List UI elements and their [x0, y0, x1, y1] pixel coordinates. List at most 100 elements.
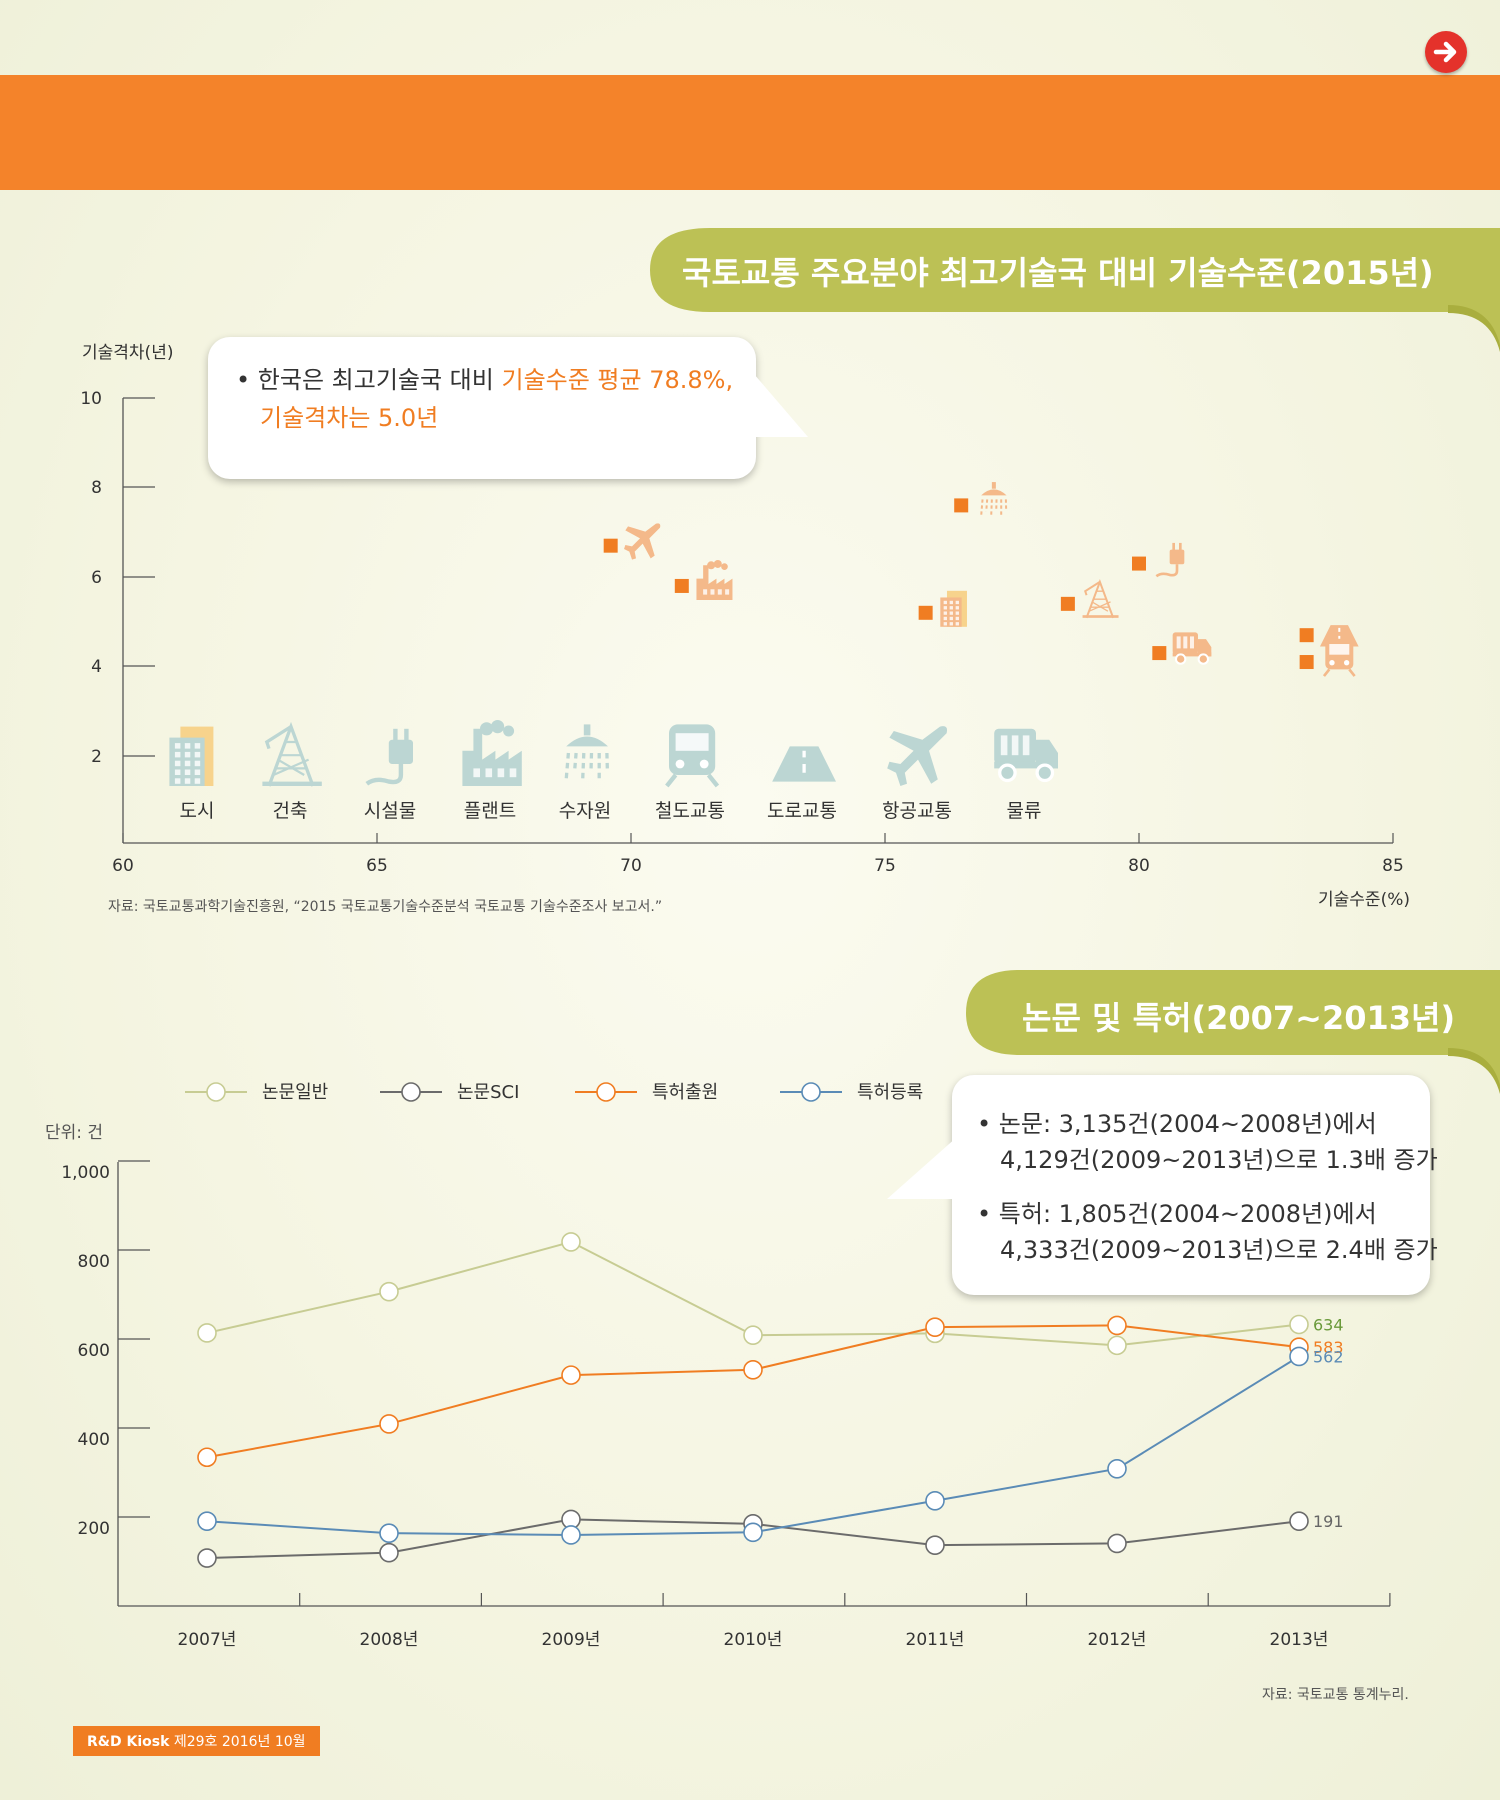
point-marker	[1060, 596, 1075, 611]
x-tick-label: 65	[366, 856, 388, 876]
callout-line1: • 한국은 최고기술국 대비 기술수준 평균 78.8%,	[236, 361, 733, 399]
train-icon	[665, 724, 720, 788]
series-point	[561, 1365, 581, 1385]
footer-brand: R&D Kiosk	[87, 1734, 170, 1750]
series-point	[1289, 1511, 1309, 1531]
chart1-callout: • 한국은 최고기술국 대비 기술수준 평균 78.8%, 기술격차는 5.0년	[208, 337, 808, 479]
series-point	[743, 1325, 763, 1345]
legend-item: 특허출원	[575, 1082, 718, 1103]
legend-label: 특허출원	[652, 1082, 718, 1103]
chart2-title-tab	[966, 970, 1500, 1090]
callout-pointer	[887, 1137, 957, 1199]
axes: 200 400 600 800 1,000 2007년 2008년 2009년 2010년 201…	[61, 1160, 1391, 1650]
series-point	[197, 1511, 217, 1531]
series: 583	[197, 1315, 1344, 1468]
series-line	[206, 1324, 1300, 1459]
series-point	[197, 1447, 217, 1468]
airplane-icon	[624, 523, 661, 560]
x-tick-label: 60	[112, 856, 134, 876]
callout-line3: • 특허: 1,805건(2004~2008년)에서	[977, 1200, 1377, 1228]
chart2-source: 자료: 국토교통 통계누리.	[1262, 1687, 1409, 1703]
series-point	[1289, 1314, 1309, 1335]
x-axis-label: 기술수준(%)	[1318, 890, 1410, 910]
series-point	[925, 1535, 945, 1555]
legend-item: 건축	[262, 721, 322, 822]
header-band	[0, 75, 1500, 190]
legend-item: 특허등록	[780, 1082, 923, 1103]
end-value-label: 562	[1313, 1347, 1344, 1366]
x-tick-label: 2010년	[724, 1630, 783, 1650]
legend-item: 수자원	[559, 724, 611, 822]
x-tick-label: 70	[620, 856, 642, 876]
legend-label: 도로교통	[767, 800, 837, 822]
series-point	[561, 1232, 581, 1252]
x-tick-label: 75	[874, 856, 896, 876]
legend-item: 물류	[994, 728, 1058, 822]
point-marker	[954, 498, 969, 513]
legend-item: 철도교통	[655, 724, 725, 822]
point-marker	[1132, 556, 1146, 571]
end-value-label: 583	[1313, 1338, 1344, 1357]
factory-icon	[696, 559, 733, 600]
series-line	[206, 1355, 1300, 1536]
chart1-title: 국토교통 주요분야 최고기술국 대비 기술수준(2015년)	[682, 254, 1434, 292]
footer-issue: 제29호 2016년 10월	[169, 1734, 306, 1750]
y-tick-label: 8	[91, 478, 102, 498]
next-page-button[interactable]	[1425, 31, 1467, 73]
series-point	[197, 1548, 217, 1568]
callout-text: • 한국은 최고기술국 대비	[236, 366, 502, 394]
axes: 2 4 6 8 10 60 65 70 75 80 85 기술격차(년) 기술수준(%)	[80, 343, 1410, 910]
chart2-unit: 단위: 건	[45, 1123, 104, 1143]
legend-label: 논문SCI	[457, 1082, 519, 1103]
plug-icon	[1155, 542, 1185, 578]
y-tick-label: 600	[78, 1341, 110, 1361]
chart1-title-tab	[650, 228, 1500, 348]
x-tick-label: 85	[1382, 856, 1404, 876]
callout-pointer	[748, 367, 808, 437]
series-point	[379, 1414, 399, 1434]
chart2-callout: • 논문: 3,135건(2004~2008년)에서 4,129건(2009~2…	[887, 1075, 1438, 1295]
y-tick-label: 200	[78, 1519, 110, 1539]
truck-icon	[994, 728, 1058, 783]
y-tick-label: 2	[91, 747, 102, 767]
y-tick-label: 4	[91, 657, 102, 677]
callout-line4: 4,333건(2009~2013년)으로 2.4배 증가	[1000, 1236, 1438, 1264]
series-point	[1107, 1335, 1127, 1356]
series-point	[925, 1490, 945, 1511]
callout-highlight: 기술수준 평균 78.8%,	[501, 366, 734, 394]
series: 634	[197, 1232, 1344, 1356]
legend-label: 항공교통	[882, 800, 952, 822]
airplane-icon	[887, 726, 948, 786]
legend-item: 플랜트	[462, 720, 522, 822]
series-point	[743, 1359, 763, 1380]
legend-label: 논문일반	[262, 1082, 328, 1103]
data-point	[1299, 638, 1356, 677]
building-icon	[169, 726, 214, 786]
y-tick-label: 800	[78, 1252, 110, 1272]
series-point	[743, 1522, 763, 1543]
point-marker	[1299, 655, 1314, 670]
point-marker	[1299, 628, 1314, 643]
data-point	[1132, 542, 1185, 578]
series-point	[1107, 1459, 1127, 1479]
y-tick-label: 10	[80, 389, 102, 409]
y-axis-label: 기술격차(년)	[82, 343, 173, 363]
point-marker	[918, 605, 933, 620]
legend-item: 항공교통	[882, 726, 952, 822]
series-point	[197, 1323, 217, 1343]
data-point	[918, 590, 967, 627]
end-value-label: 634	[1313, 1316, 1344, 1335]
y-tick-label: 400	[78, 1430, 110, 1450]
data-point	[603, 523, 661, 560]
x-tick-label: 2007년	[178, 1630, 237, 1650]
factory-icon	[462, 720, 522, 786]
callout-line1: • 논문: 3,135건(2004~2008년)에서	[977, 1110, 1377, 1138]
data-point	[1152, 632, 1212, 665]
point-marker	[603, 538, 618, 553]
shower-icon	[980, 482, 1008, 516]
road-icon	[772, 746, 836, 782]
series-point	[561, 1525, 581, 1545]
